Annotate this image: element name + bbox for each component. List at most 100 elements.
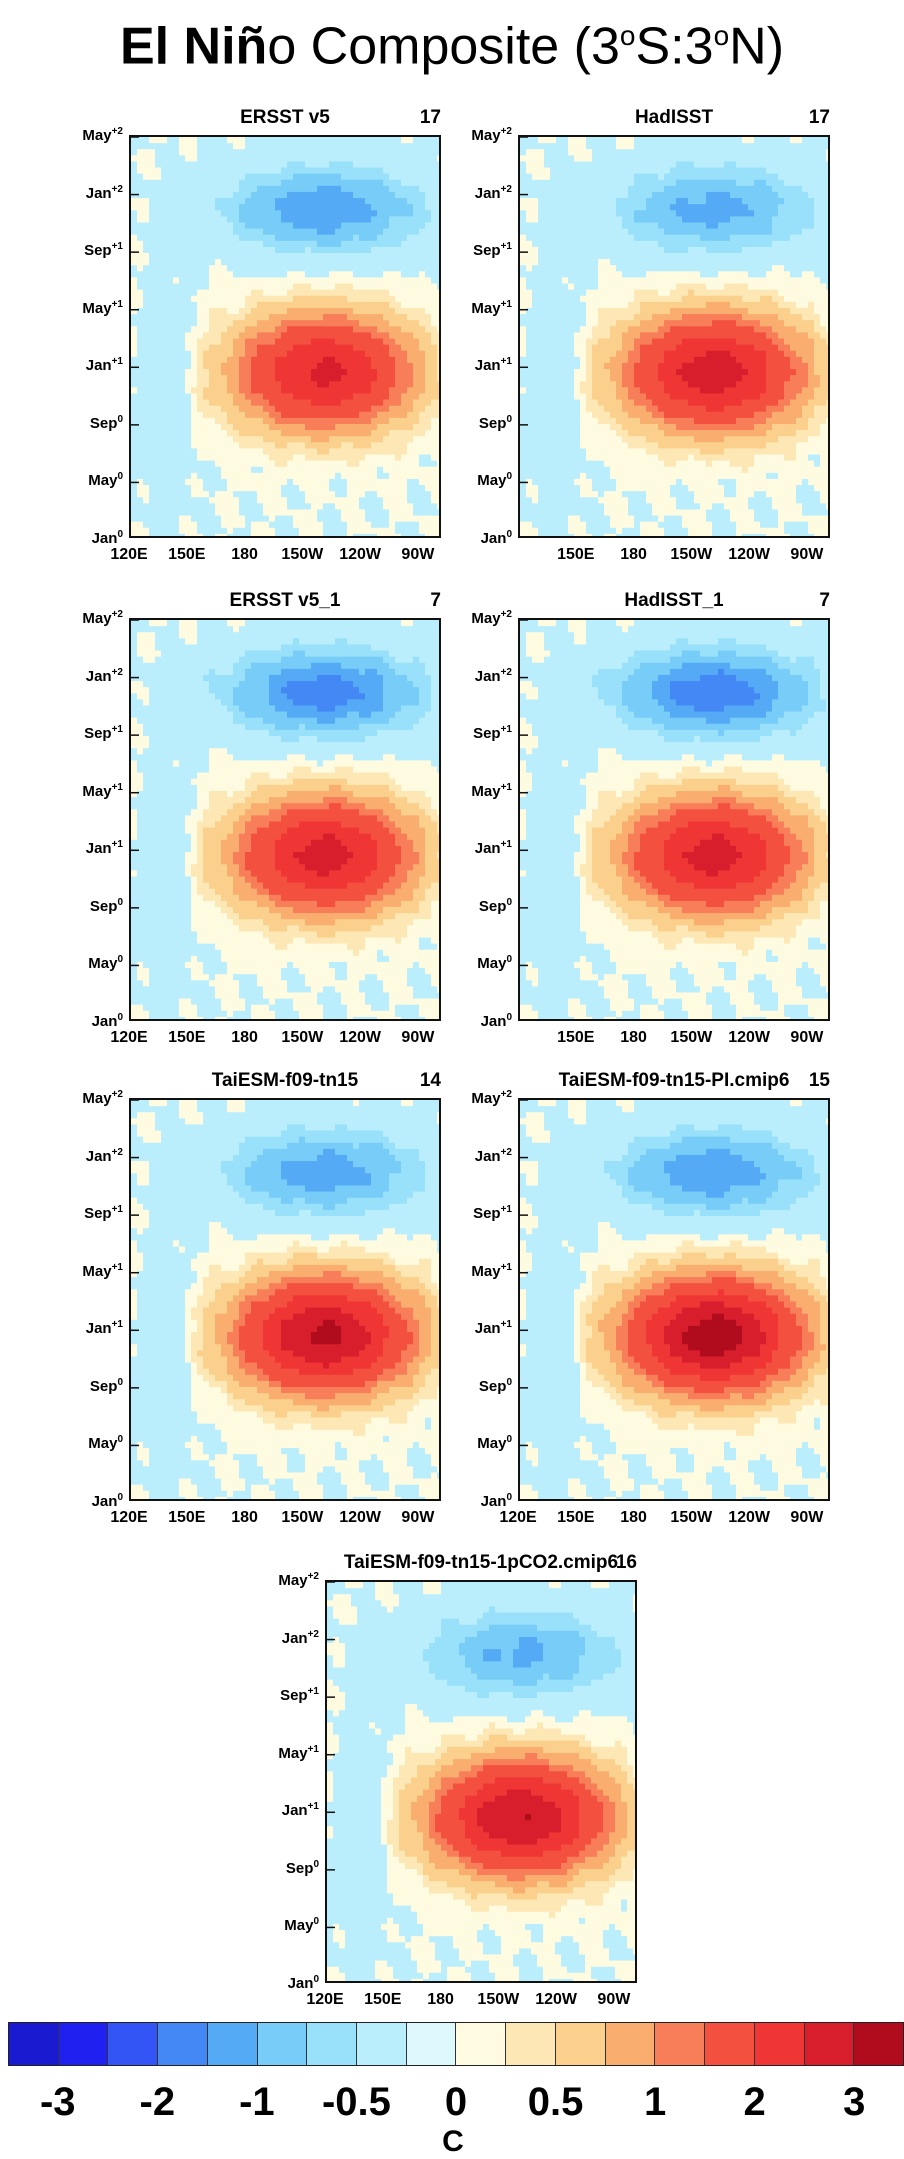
heatmap-cell <box>299 192 306 199</box>
heatmap-cell <box>419 204 426 211</box>
heatmap-cell <box>233 485 240 492</box>
heatmap-cell <box>371 491 378 498</box>
heatmap-cell <box>616 180 623 187</box>
heatmap-cell <box>532 137 539 144</box>
heatmap-cell <box>365 326 372 333</box>
heatmap-cell <box>173 143 180 150</box>
heatmap-cell <box>365 418 372 425</box>
heatmap-cell <box>215 192 222 199</box>
heatmap-cell <box>149 308 156 315</box>
heatmap-cell <box>586 296 593 303</box>
heatmap-cell <box>616 198 623 205</box>
heatmap-cell <box>281 393 288 400</box>
heatmap-cell <box>646 345 653 352</box>
heatmap-cell <box>305 332 312 339</box>
heatmap-cell <box>317 509 324 516</box>
heatmap-cell <box>245 149 252 156</box>
heatmap-cell <box>275 265 282 272</box>
heatmap-cell <box>371 387 378 394</box>
heatmap-cell <box>275 204 282 211</box>
heatmap-cell <box>281 479 288 486</box>
heatmap-cell <box>311 326 318 333</box>
heatmap-cell <box>371 271 378 278</box>
heatmap-cell <box>622 522 629 529</box>
heatmap-cell <box>299 155 306 162</box>
heatmap-cell <box>526 406 533 413</box>
heatmap-cell <box>407 375 414 382</box>
heatmap-cell <box>610 400 617 407</box>
heatmap-cell <box>640 442 647 449</box>
heatmap-cell <box>395 503 402 510</box>
heatmap-cell <box>437 448 441 455</box>
heatmap-cell <box>574 149 581 156</box>
heatmap-cell <box>257 412 264 419</box>
heatmap-cell <box>191 393 198 400</box>
heatmap-cell <box>526 265 533 272</box>
heatmap-cell <box>329 357 336 364</box>
heatmap-cell <box>305 314 312 321</box>
heatmap-cell <box>371 320 378 327</box>
heatmap-cell <box>161 210 168 217</box>
heatmap-cell <box>640 516 647 523</box>
heatmap-cell <box>257 198 264 205</box>
heatmap-cell <box>281 155 288 162</box>
heatmap-cell <box>359 180 366 187</box>
heatmap-cell <box>604 149 611 156</box>
heatmap-cell <box>293 375 300 382</box>
heatmap-cell <box>580 436 587 443</box>
heatmap-cell <box>604 503 611 510</box>
heatmap-cell <box>640 485 647 492</box>
heatmap-cell <box>646 155 653 162</box>
heatmap-cell <box>377 442 384 449</box>
heatmap-cell <box>401 412 408 419</box>
heatmap-cell <box>568 509 575 516</box>
heatmap-cell <box>251 174 258 181</box>
heatmap-cell <box>167 302 174 309</box>
heatmap-cell <box>173 296 180 303</box>
heatmap-cell <box>646 235 653 242</box>
heatmap-cell <box>167 277 174 284</box>
heatmap-cell <box>604 522 611 529</box>
heatmap-cell <box>646 448 653 455</box>
heatmap-cell <box>179 369 186 376</box>
heatmap-cell <box>431 400 438 407</box>
heatmap-cell <box>544 455 551 462</box>
heatmap-cell <box>586 253 593 260</box>
heatmap-cell <box>640 424 647 431</box>
heatmap-cell <box>550 412 557 419</box>
heatmap-cell <box>149 192 156 199</box>
heatmap-cell <box>155 393 162 400</box>
heatmap-cell <box>239 473 246 480</box>
heatmap-cell <box>377 491 384 498</box>
heatmap-cell <box>281 308 288 315</box>
heatmap-cell <box>179 180 186 187</box>
heatmap-cell <box>281 467 288 474</box>
heatmap-cell <box>568 284 575 291</box>
heatmap-cell <box>287 168 294 175</box>
heatmap-cell <box>616 387 623 394</box>
heatmap-cell <box>383 235 390 242</box>
heatmap-cell <box>419 198 426 205</box>
heatmap-cell <box>143 387 150 394</box>
heatmap-cell <box>239 534 246 538</box>
heatmap-cell <box>634 204 641 211</box>
heatmap-cell <box>245 448 252 455</box>
heatmap-cell <box>359 216 366 223</box>
heatmap-cell <box>359 192 366 199</box>
heatmap-cell <box>269 339 276 346</box>
heatmap-cell <box>401 155 408 162</box>
heatmap-cell <box>538 339 545 346</box>
heatmap-cell <box>532 503 539 510</box>
heatmap-cell <box>592 393 599 400</box>
heatmap-cell <box>209 375 216 382</box>
heatmap-cell <box>383 479 390 486</box>
heatmap-cell <box>586 485 593 492</box>
heatmap-cell <box>293 186 300 193</box>
heatmap-cell <box>407 192 414 199</box>
heatmap-cell <box>323 503 330 510</box>
heatmap-cell <box>628 284 635 291</box>
heatmap-cell <box>341 485 348 492</box>
heatmap-cell <box>437 161 441 168</box>
heatmap-cell <box>640 204 647 211</box>
heatmap-cell <box>173 387 180 394</box>
